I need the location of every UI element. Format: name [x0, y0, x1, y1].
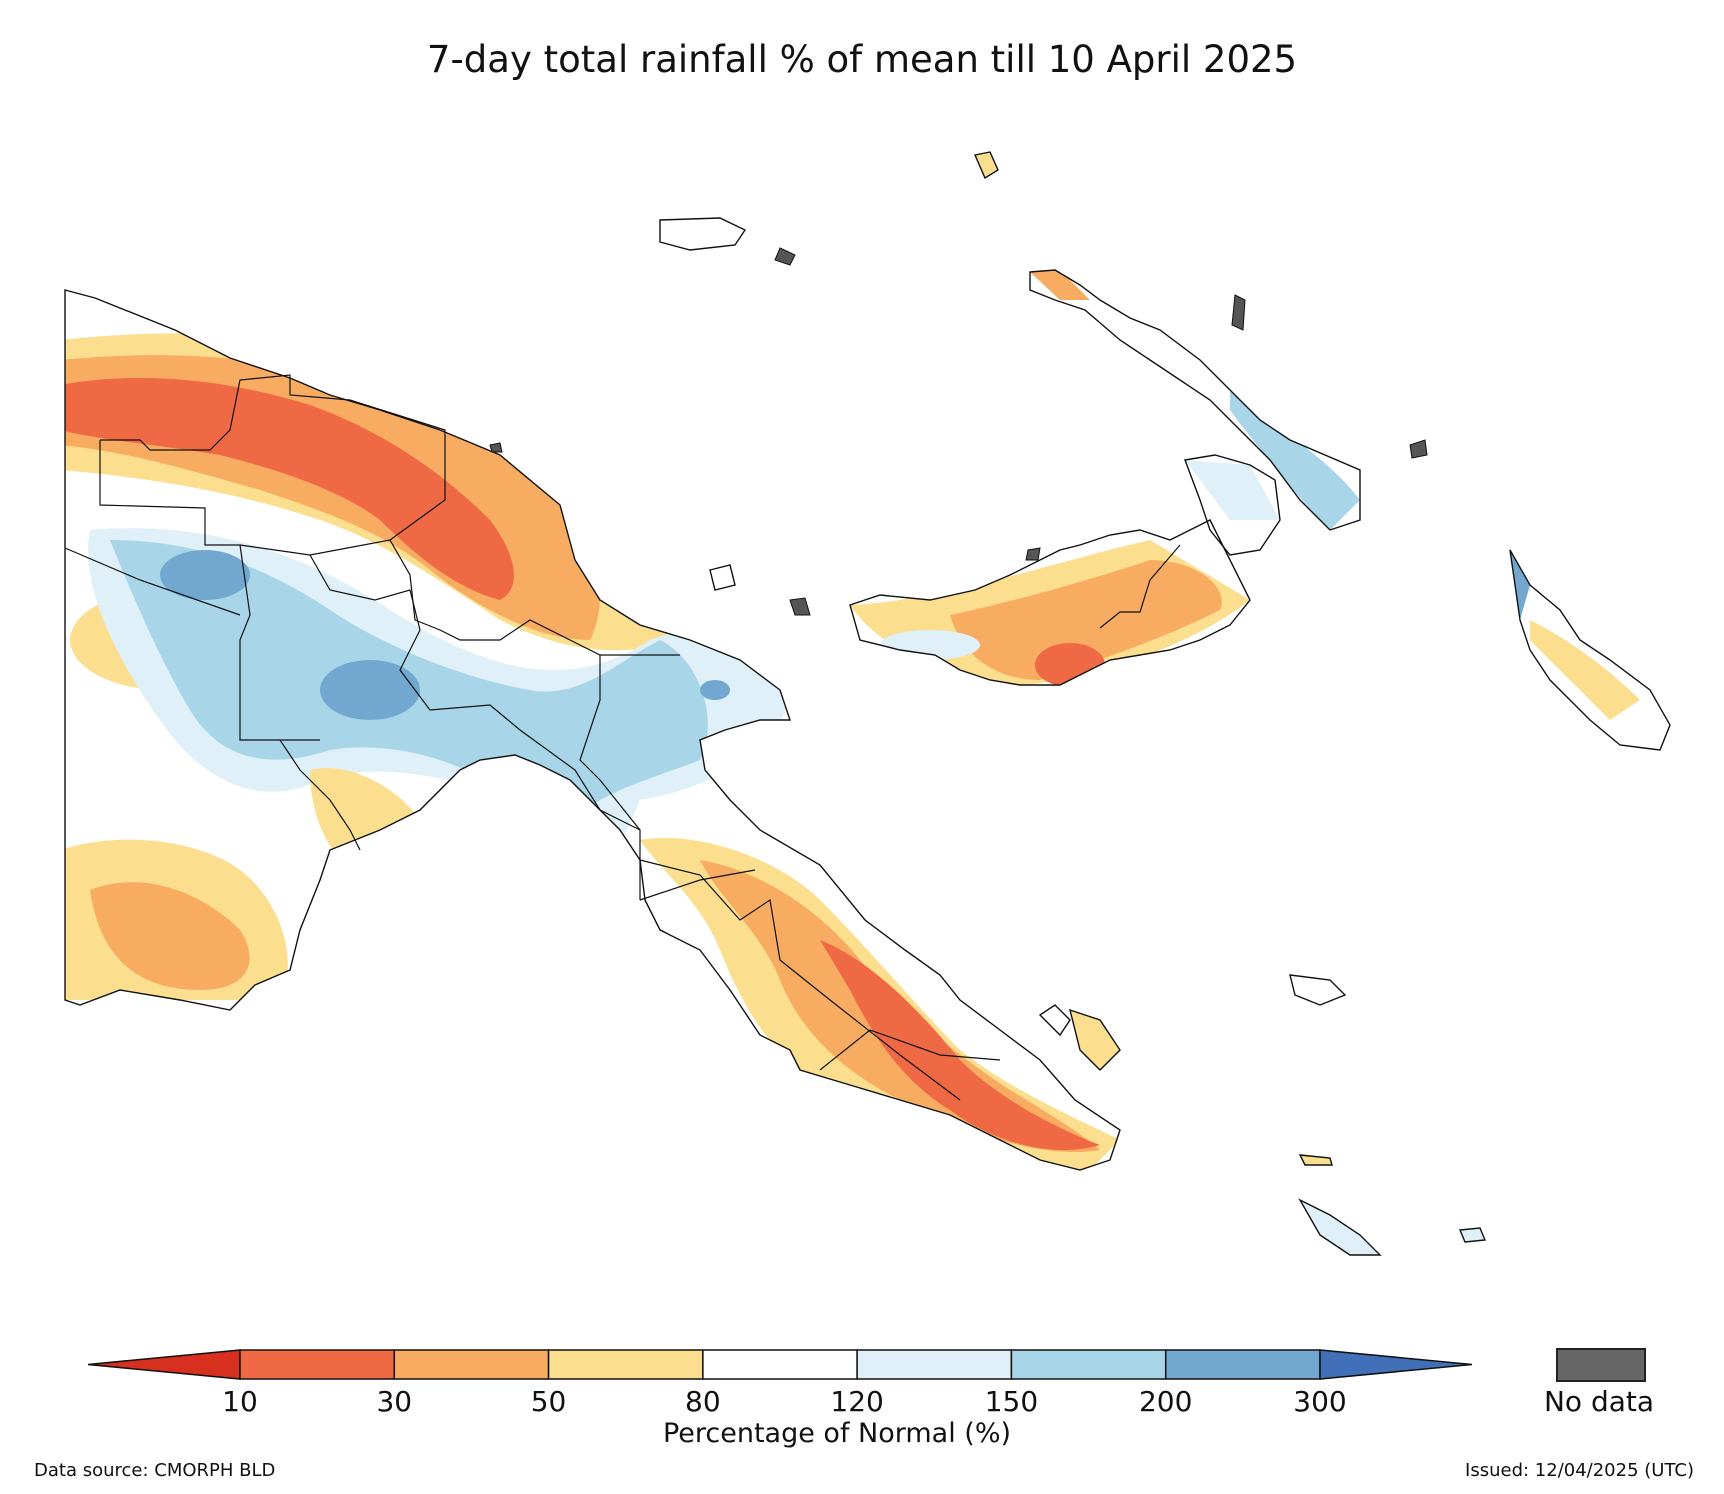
- colorbar-tick-label: 120: [830, 1385, 884, 1418]
- colorbar-tick-label: 150: [984, 1385, 1039, 1418]
- colorbar-tick-label: 30: [376, 1385, 413, 1418]
- map-title: 7-day total rainfall % of mean till 10 A…: [426, 38, 1298, 81]
- no-data-label: No data: [1543, 1385, 1655, 1418]
- colorbar-segment: [856, 1349, 1013, 1380]
- colorbar-segment: [547, 1349, 704, 1380]
- colorbar-segment: [1010, 1349, 1167, 1380]
- colorbar-tick-label: 300: [1293, 1385, 1347, 1418]
- rainfall-contours: [65, 270, 1640, 1170]
- colorbar-tick-label: 50: [530, 1385, 567, 1418]
- colorbar-segment: [1164, 1349, 1321, 1380]
- no-data-areas: [489, 247, 1428, 616]
- colorbar: [87, 1349, 1473, 1380]
- colorbar-segment: [393, 1349, 550, 1380]
- no-data-swatch: [1556, 1348, 1646, 1382]
- colorbar-label: Percentage of Normal (%): [662, 1418, 1012, 1449]
- colorbar-tick-label: 200: [1138, 1385, 1193, 1418]
- colorbar-tick-label: 80: [685, 1385, 721, 1418]
- colorbar-segment: [702, 1349, 858, 1380]
- colorbar-arrow-high: [1319, 1349, 1473, 1380]
- data-source: Data source: CMORPH BLD: [34, 1460, 276, 1481]
- colorbar-segment: [239, 1349, 396, 1380]
- colorbar-tick-label: 10: [222, 1385, 258, 1418]
- province-boundaries: [64, 374, 1181, 1101]
- issued-date: Issued: 12/04/2025 (UTC): [1465, 1460, 1694, 1481]
- colorbar-arrow-low: [87, 1349, 241, 1380]
- coastlines: [64, 151, 1671, 1256]
